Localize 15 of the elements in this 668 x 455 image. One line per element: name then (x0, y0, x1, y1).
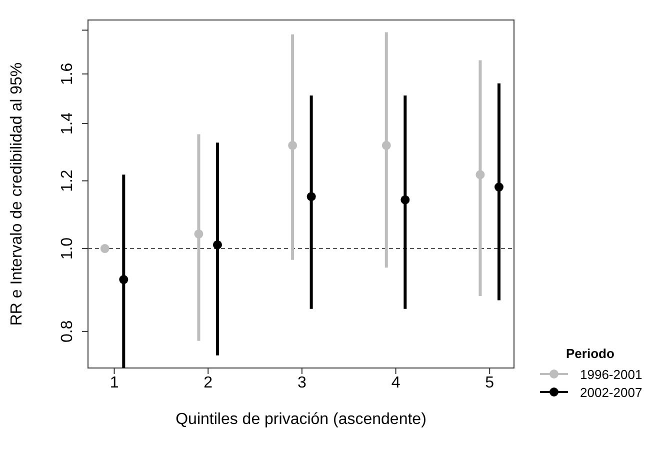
y-tick-label: 1.0 (59, 237, 76, 260)
x-tick-label: 4 (391, 374, 400, 392)
y-tick-label: 0.8 (59, 320, 76, 343)
y-tick-label: 1.6 (59, 62, 76, 86)
y-tick-label: 1.2 (59, 170, 76, 192)
legend-label: 2002-2007 (580, 384, 642, 400)
x-tick-label: 1 (110, 374, 119, 392)
x-tick-label: 5 (485, 374, 494, 392)
legend-label: 1996-2001 (580, 366, 642, 382)
y-axis-title: RR e Intervalo de credibilidad al 95% (8, 62, 26, 326)
x-tick-label: 2 (204, 374, 213, 392)
x-tick-label: 3 (297, 374, 306, 392)
legend-title: Periodo (566, 346, 616, 361)
y-tick-label: 1.4 (59, 112, 76, 135)
x-axis-title: Quintiles de privación (ascendente) (176, 411, 426, 428)
